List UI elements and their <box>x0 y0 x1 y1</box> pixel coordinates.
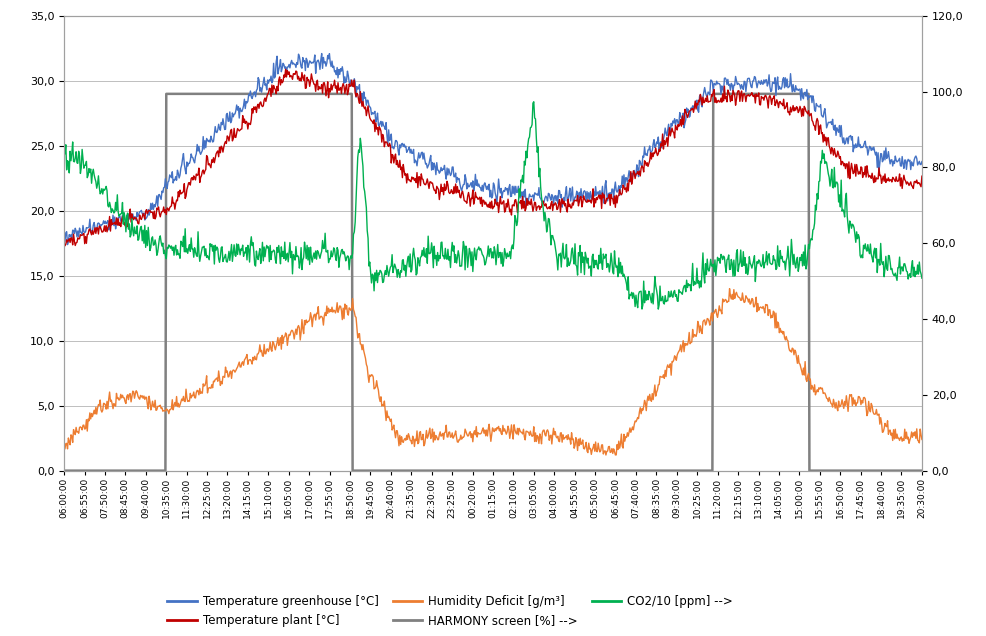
Legend: Temperature greenhouse [°C], Temperature plant [°C], Humidity Deficit [g/m³], HA: Temperature greenhouse [°C], Temperature… <box>163 590 738 632</box>
